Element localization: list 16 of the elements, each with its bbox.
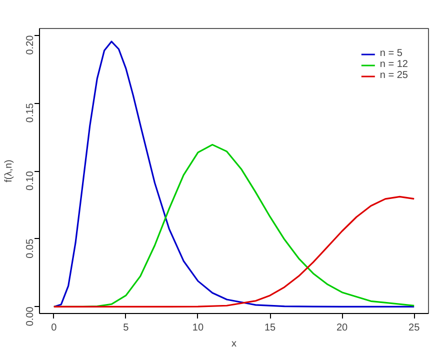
- x-tick-label: 0: [51, 322, 58, 334]
- x-tick-label: 20: [336, 322, 348, 334]
- x-tick-label: 25: [408, 322, 420, 334]
- y-tick-label: 0.10: [25, 170, 36, 190]
- y-tick-label: 0.05: [25, 238, 36, 258]
- y-axis-title: f(λ,n): [4, 160, 14, 182]
- legend-label: n = 12: [380, 59, 408, 70]
- y-tick-label: 0.20: [25, 34, 36, 55]
- x-tick-label: 5: [123, 322, 130, 334]
- legend-label: n = 5: [380, 48, 402, 59]
- x-tick-label: 15: [264, 322, 276, 334]
- x-axis-title: x: [232, 338, 236, 350]
- legend-label: n = 25: [380, 70, 408, 81]
- y-tick-label: 0.00: [25, 306, 36, 326]
- x-tick-label: 10: [192, 322, 204, 334]
- y-tick-label: 0.15: [25, 102, 36, 123]
